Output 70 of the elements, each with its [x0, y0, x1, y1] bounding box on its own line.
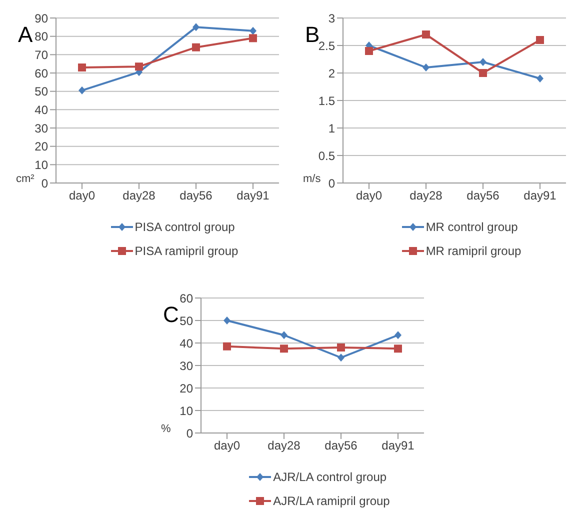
point [192, 23, 200, 32]
y-tick-label: 1.5 [318, 94, 336, 108]
y-tick-label: 60 [34, 66, 48, 80]
y-tick-label: 30 [180, 358, 194, 373]
x-tick-label: day91 [236, 188, 270, 203]
point [223, 342, 231, 350]
point [394, 331, 402, 340]
y-tick-label: 40 [180, 336, 194, 350]
point [280, 344, 288, 353]
y-tick-label: 20 [180, 381, 194, 396]
y-axis-title: % [161, 423, 171, 435]
point [135, 62, 143, 71]
point [536, 74, 544, 82]
point [422, 64, 430, 72]
y-tick-label: 40 [34, 102, 48, 117]
y-tick-label: 0 [328, 176, 336, 190]
chart-title: B [305, 22, 320, 47]
point [192, 43, 200, 52]
y-tick-label: 80 [34, 30, 48, 44]
y-tick-label: 30 [34, 121, 48, 136]
point [250, 26, 256, 35]
x-tick-label: day91 [524, 188, 557, 203]
x-tick-label: day28 [122, 188, 156, 203]
point [422, 30, 430, 38]
y-tick-label: 3 [328, 11, 336, 26]
y-tick-label: 1 [328, 121, 336, 136]
y-tick-label: 70 [34, 48, 48, 62]
point [224, 316, 230, 324]
point [365, 47, 373, 55]
chart-title: A [18, 22, 33, 48]
y-tick-label: 0 [41, 176, 48, 190]
x-tick-label: day28 [410, 188, 443, 203]
legend-label: AJR/LA ramipril group [273, 494, 390, 508]
y-tick-label: 20 [34, 140, 48, 154]
point [78, 86, 86, 94]
y-tick-label: 10 [180, 404, 194, 418]
y-axis-title: m/s [303, 173, 321, 185]
legend-label: MR control group [426, 220, 518, 234]
y-tick-label: 2 [328, 66, 336, 80]
point [536, 36, 544, 44]
legend-label: PISA ramipril group [134, 244, 238, 258]
x-tick-label: day28 [268, 438, 301, 453]
y-tick-label: 60 [180, 291, 194, 306]
y-tick-label: 0 [186, 426, 194, 440]
y-tick-label: 90 [34, 11, 48, 26]
point [249, 34, 257, 42]
point [78, 64, 86, 72]
y-tick-label: 50 [180, 314, 194, 328]
x-tick-label: day56 [324, 438, 358, 453]
point [280, 331, 288, 340]
legend-label: AJR/LA control group [273, 470, 387, 484]
x-tick-label: day0 [214, 438, 240, 453]
y-tick-label: 10 [34, 158, 48, 172]
point [338, 354, 344, 362]
y-axis-title: cm² [16, 173, 34, 185]
x-tick-label: day0 [356, 188, 382, 203]
x-tick-label: day91 [382, 438, 415, 453]
x-tick-label: day0 [68, 188, 96, 203]
point [479, 69, 487, 77]
legend-label: PISA control group [134, 220, 235, 234]
x-tick-label: day56 [466, 188, 500, 203]
chart-title: C [163, 302, 179, 328]
legend-label: MR ramipril group [426, 244, 522, 258]
point [480, 58, 486, 66]
x-tick-label: day56 [180, 188, 213, 203]
point [394, 344, 402, 353]
y-tick-label: 50 [34, 84, 48, 99]
y-tick-label: 0.5 [318, 148, 336, 163]
y-tick-label: 2.5 [318, 38, 336, 53]
point [337, 344, 345, 352]
